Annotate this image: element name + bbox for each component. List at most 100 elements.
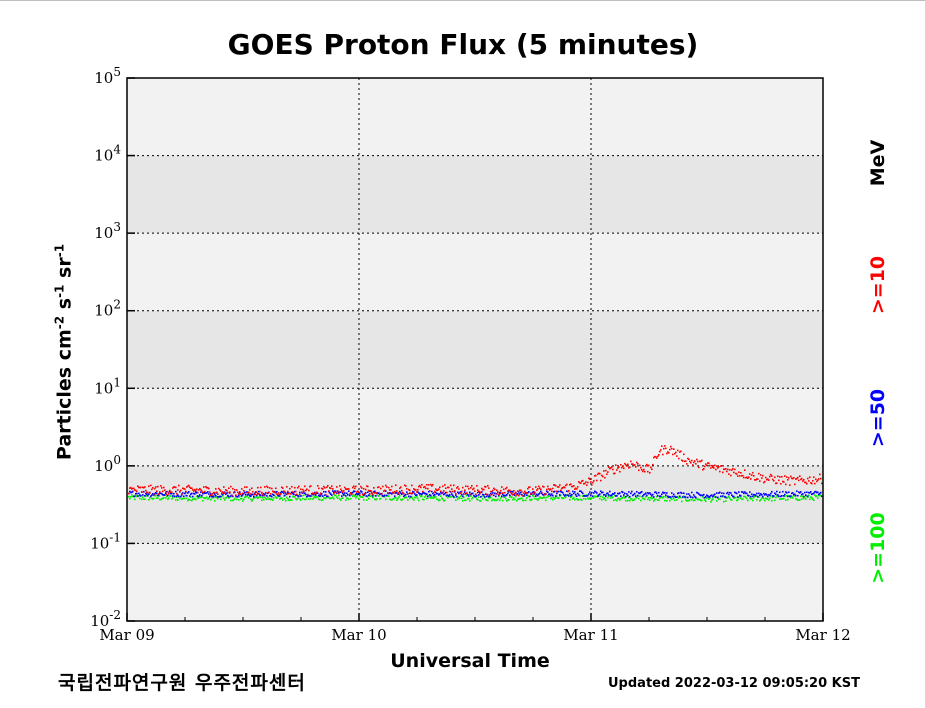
data-point [511,492,513,495]
data-point [225,497,227,499]
data-point [635,494,637,497]
data-point [528,495,530,498]
data-point [762,474,764,477]
data-point [195,489,197,492]
data-point [168,493,170,495]
data-point [602,491,604,494]
data-point [751,474,753,476]
data-point [759,480,761,482]
data-point [215,496,217,499]
data-point [590,498,592,500]
data-point [578,481,580,483]
data-point [133,495,135,498]
data-point [570,494,572,497]
data-point [138,495,140,498]
data-point [180,495,182,498]
data-point [472,496,474,499]
data-point [703,493,705,496]
data-point [403,493,405,495]
data-point [500,489,502,492]
data-point [688,493,690,495]
data-point [489,497,491,499]
data-point [388,495,390,498]
data-point [808,491,810,494]
data-point [758,496,760,498]
data-point [709,495,711,498]
data-point [404,484,406,487]
organization-name: 국립전파연구원 우주전파센터 [58,672,306,694]
data-point [648,497,650,499]
data-point [634,464,636,466]
data-point [128,495,130,498]
data-point [436,498,438,501]
data-point [695,497,697,500]
data-point [465,492,467,495]
data-point [604,497,606,499]
data-point [411,496,413,499]
data-point [787,495,789,498]
data-point [523,492,525,494]
data-point [429,496,431,498]
data-point [293,491,295,494]
legend-entry-ge10: >=10 [867,255,889,315]
data-point [722,495,724,497]
data-point [513,497,515,499]
data-point [514,498,516,501]
data-point [772,495,774,497]
data-point [791,477,793,480]
data-point [378,486,380,488]
data-point [485,486,487,488]
data-point [720,465,722,467]
data-point [653,496,655,498]
data-point [161,493,163,495]
data-point [666,492,668,494]
x-tick-label: Mar 10 [331,626,386,644]
data-point [561,491,563,493]
data-point [623,495,625,498]
data-point [704,496,706,499]
data-point [425,494,427,497]
plot-background [127,78,823,621]
data-point [339,498,341,500]
data-point [802,495,804,498]
data-point [222,494,224,497]
data-point [335,494,337,497]
data-point [631,490,633,493]
data-point [655,456,657,458]
data-point [218,487,220,490]
data-point [158,493,160,495]
data-point [619,470,621,473]
data-point [628,466,630,469]
data-point [354,495,356,497]
data-point [550,497,552,500]
data-point [736,473,738,475]
data-point [134,498,136,501]
data-point [312,492,314,494]
data-point [809,476,811,479]
data-point [575,493,577,496]
data-point [499,491,501,494]
data-point [284,498,286,500]
data-point [771,499,773,502]
data-point [508,490,510,493]
data-point [147,491,149,494]
data-point [708,496,710,498]
data-point [310,485,312,487]
data-point [589,491,591,493]
data-point [259,493,261,496]
data-point [779,476,781,478]
data-point [399,490,401,493]
data-point [290,493,292,495]
data-point [578,494,580,496]
data-point [451,493,453,495]
data-point [349,493,351,496]
data-point [571,495,573,498]
data-point [342,497,344,499]
data-point [547,491,549,494]
data-point [615,498,617,501]
data-point [526,494,528,496]
y-tick-label: 102 [94,298,121,320]
data-point [209,495,211,498]
data-point [204,492,206,494]
data-point [633,493,635,496]
